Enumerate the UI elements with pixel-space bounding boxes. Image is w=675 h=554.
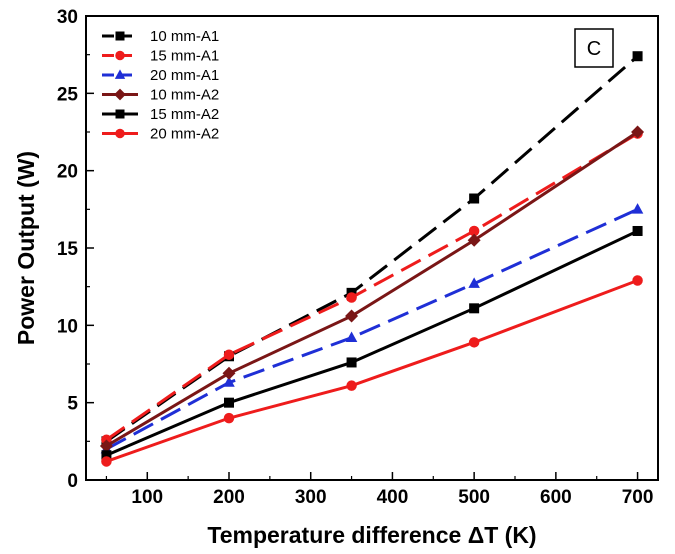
data-point bbox=[114, 69, 126, 79]
data-point bbox=[468, 277, 480, 288]
legend-label: 20 mm-A2 bbox=[150, 126, 219, 143]
series-line bbox=[105, 279, 639, 463]
legend-label: 10 mm-A2 bbox=[150, 87, 219, 104]
y-tick-label: 20 bbox=[57, 162, 78, 183]
data-point bbox=[101, 450, 112, 461]
data-point bbox=[468, 337, 480, 348]
series-15-mm-a2 bbox=[101, 225, 643, 461]
legend-entry: 10 mm-A1 bbox=[102, 28, 219, 45]
data-point bbox=[115, 128, 125, 139]
data-point bbox=[632, 275, 643, 286]
data-point bbox=[115, 50, 125, 61]
series-20-mm-a2 bbox=[101, 275, 643, 467]
legend-entry: 20 mm-A1 bbox=[102, 67, 219, 84]
legend: 10 mm-A1 15 mm-A1 20 mm-A1 10 mm-A2 15 mm-A2… bbox=[102, 28, 219, 143]
data-point bbox=[223, 376, 235, 387]
series-10-mm-a2 bbox=[99, 125, 645, 453]
series-layer bbox=[99, 51, 645, 467]
data-point bbox=[632, 51, 643, 62]
data-point bbox=[632, 225, 643, 236]
legend-entry: 15 mm-A2 bbox=[102, 106, 219, 123]
data-point bbox=[631, 203, 644, 214]
series-line bbox=[105, 132, 639, 442]
x-axis-title: Temperature difference ΔT (K) bbox=[207, 522, 536, 548]
series-line bbox=[105, 207, 639, 451]
data-point bbox=[99, 439, 113, 453]
legend-label: 15 mm-A1 bbox=[150, 48, 219, 65]
x-tick-label: 100 bbox=[131, 487, 163, 508]
legend-entry: 10 mm-A2 bbox=[102, 87, 219, 104]
data-point bbox=[223, 349, 235, 360]
data-point bbox=[222, 366, 236, 380]
y-axis-title: Power Output (W) bbox=[13, 151, 39, 345]
x-tick-label: 200 bbox=[213, 487, 245, 508]
x-tick-label: 300 bbox=[295, 487, 327, 508]
y-tick-label: 30 bbox=[57, 7, 78, 28]
legend-entry: 20 mm-A2 bbox=[102, 126, 219, 143]
data-point bbox=[101, 456, 112, 467]
data-point bbox=[115, 31, 125, 41]
data-point bbox=[631, 125, 645, 139]
data-point bbox=[346, 292, 357, 303]
series-line bbox=[105, 229, 639, 457]
data-point bbox=[346, 380, 357, 391]
x-tick-label: 700 bbox=[622, 487, 654, 508]
data-point bbox=[468, 225, 480, 237]
data-point bbox=[345, 309, 359, 323]
y-tick-label: 5 bbox=[67, 394, 78, 415]
series-15-mm-a1 bbox=[101, 128, 643, 446]
x-tick-label: 400 bbox=[377, 487, 409, 508]
y-tick-label: 15 bbox=[57, 239, 79, 260]
series-20-mm-a1 bbox=[100, 203, 644, 454]
y-tick-label: 0 bbox=[67, 471, 78, 492]
data-point bbox=[469, 303, 480, 314]
legend-label: 15 mm-A2 bbox=[150, 106, 219, 123]
data-point bbox=[346, 357, 357, 368]
data-point bbox=[469, 193, 480, 204]
data-point bbox=[224, 397, 234, 408]
legend-label: 20 mm-A1 bbox=[150, 67, 219, 84]
legend-label: 10 mm-A1 bbox=[150, 28, 219, 45]
x-tick-label: 500 bbox=[458, 487, 490, 508]
data-point bbox=[467, 233, 481, 247]
ticks-layer: 100 200 300 400 500 600 700 0 5 10 15 20 25 30 bbox=[57, 7, 654, 508]
y-tick-label: 25 bbox=[57, 84, 79, 105]
data-point bbox=[223, 412, 235, 424]
panel-label: C bbox=[587, 38, 601, 60]
data-point bbox=[345, 331, 358, 342]
data-point bbox=[115, 109, 125, 119]
series-line bbox=[105, 130, 639, 448]
y-tick-label: 10 bbox=[57, 316, 78, 337]
legend-entry: 15 mm-A1 bbox=[102, 48, 219, 65]
x-tick-label: 600 bbox=[540, 487, 572, 508]
panel-label-box: C bbox=[574, 28, 614, 68]
data-point bbox=[114, 88, 126, 101]
